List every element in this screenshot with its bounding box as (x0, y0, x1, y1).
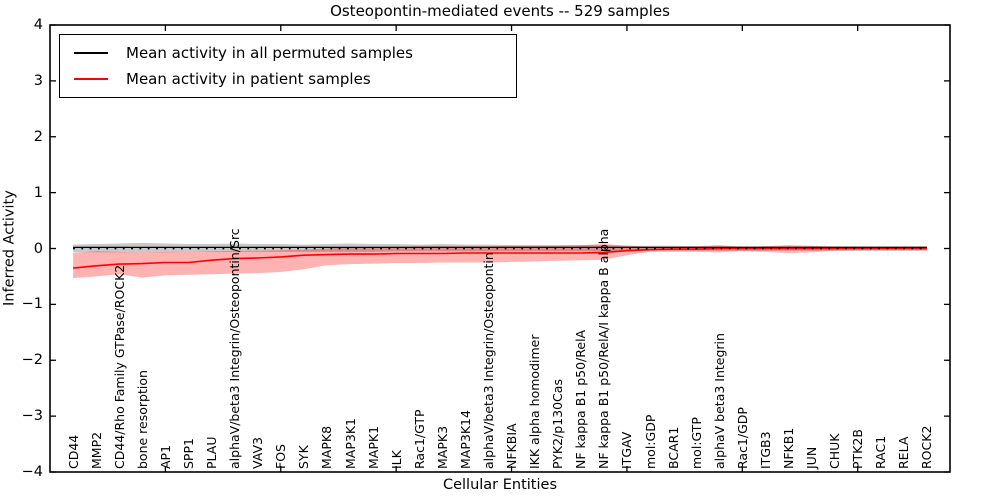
x-tick-label: Rac1/GDP (734, 407, 750, 469)
y-tick-label: −3 (21, 408, 43, 425)
y-tick-label: −4 (21, 464, 43, 480)
y-tick-label: 2 (33, 128, 43, 145)
y-tick-label: −1 (21, 296, 43, 313)
x-tick-label: MAPK3 (434, 425, 450, 469)
x-tick-label: NFKBIA (504, 423, 520, 469)
x-tick-label: CD44 (65, 434, 81, 469)
legend-label-patient: Mean activity in patient samples (126, 70, 371, 89)
x-tick-label: AP1 (157, 444, 173, 469)
x-tick-label: SYK (296, 445, 312, 469)
x-tick-label: PYK2/p130Cas (550, 379, 566, 469)
legend-line-sample-permuted (74, 51, 108, 54)
x-tick-label: bone resorption (134, 370, 150, 469)
x-tick-label: mol:GTP (688, 417, 704, 469)
x-tick-label: ITGB3 (757, 431, 773, 469)
y-tick-label: 4 (33, 17, 43, 33)
band-patient (73, 244, 927, 279)
y-tick-label: −2 (21, 352, 43, 369)
x-tick-label: MAP3K1 (342, 418, 358, 469)
x-tick-label: VAV3 (250, 436, 266, 469)
x-tick-label: IKK alpha homodimer (527, 334, 543, 470)
y-tick-label: 0 (33, 240, 43, 257)
x-tick-label: PTK2B (850, 429, 866, 469)
legend: Mean activity in all permuted samples Me… (59, 34, 517, 98)
x-tick-label: Rac1/GTP (411, 409, 427, 469)
x-axis-label: Cellular Entities (442, 477, 558, 493)
x-tick-label: CHUK (827, 433, 843, 469)
legend-item-permuted: Mean activity in all permuted samples (60, 44, 516, 62)
x-tick-label: MAPK1 (365, 425, 381, 469)
x-tick-label: MMP2 (88, 431, 104, 469)
x-tick-label: BCAR1 (665, 426, 681, 469)
chart-title: Osteopontin-mediated events -- 529 sampl… (330, 2, 670, 20)
series-line-patient (73, 247, 927, 269)
x-tick-label: NFKB1 (780, 427, 796, 469)
x-tick-label: alphaV/beta3 Integrin/Osteopontin/Src (227, 228, 243, 469)
y-tick-label: 3 (33, 72, 43, 89)
x-tick-label: ITGAV (619, 431, 635, 469)
x-tick-label: FOS (273, 444, 289, 469)
x-tick-label: PLAU (204, 436, 220, 470)
x-tick-label: alphaV/beta3 Integrin/Osteopontin (480, 252, 496, 469)
legend-line-sample-patient (74, 78, 108, 81)
x-tick-label: MAP3K14 (457, 410, 473, 469)
x-tick-label: SPP1 (180, 438, 196, 469)
x-tick-label: ROCK2 (919, 425, 935, 469)
y-tick-label: 1 (33, 184, 43, 201)
x-tick-label: RELA (896, 436, 912, 469)
x-tick-label: RAC1 (873, 435, 889, 469)
legend-label-permuted: Mean activity in all permuted samples (126, 43, 413, 62)
x-tick-label: ILK (388, 450, 404, 469)
x-tick-label: mol:GDP (642, 414, 658, 469)
x-tick-label: NF kappa B1 p50/RelA/I kappa B alpha (596, 228, 612, 469)
legend-item-patient: Mean activity in patient samples (60, 70, 516, 88)
x-tick-label: CD44/Rho Family GTPase/ROCK2 (111, 264, 127, 469)
x-tick-label: JUN (804, 446, 820, 469)
x-tick-label: alphaV beta3 Integrin (711, 333, 727, 469)
x-tick-label: MAPK8 (319, 425, 335, 469)
x-tick-label: NF kappa B1 p50/RelA (573, 329, 589, 469)
